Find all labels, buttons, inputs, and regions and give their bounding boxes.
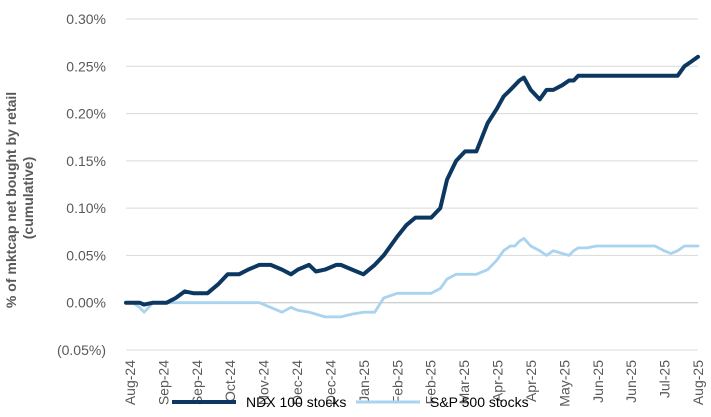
- x-tick-label: Jun-25: [623, 360, 639, 403]
- x-tick-label: Sep-24: [155, 360, 171, 405]
- x-tick-label: Jul-25: [657, 360, 673, 398]
- x-axis-ticks: Aug-24 Sep-24 Sep-24 Oct-24 Nov-24 Dec-24 Dec-…: [122, 360, 706, 407]
- y-axis-ticks: (0.05%) 0.00% 0.05% 0.10% 0.15% 0.20% 0.25% 0.3…: [57, 11, 106, 358]
- y-tick-label: 0.10%: [66, 200, 106, 216]
- y-tick-label: 0.15%: [66, 153, 106, 169]
- legend: NDX 100 stocks S&P 500 stocks: [172, 394, 529, 410]
- x-tick-label: Sep-24: [189, 360, 205, 405]
- y-tick-label: 0.05%: [66, 247, 106, 263]
- y-tick-label: 0.00%: [66, 295, 106, 311]
- x-tick-label: May-25: [556, 360, 572, 407]
- y-tick-label: 0.20%: [66, 106, 106, 122]
- x-tick-label: Oct-24: [222, 360, 238, 402]
- y-axis-label-line-2: (cumulative): [20, 157, 36, 239]
- x-tick-label: Aug-24: [122, 360, 138, 405]
- legend-label: S&P 500 stocks: [430, 394, 529, 410]
- x-tick-label: Jun-25: [590, 360, 606, 403]
- x-tick-label: Apr-25: [490, 360, 506, 402]
- series-line-sp-500: [124, 236, 700, 319]
- x-tick-label: Apr-25: [523, 360, 539, 402]
- y-axis-label: % of mktcap net bought by retail (cumula…: [3, 88, 36, 308]
- y-tick-label: 0.25%: [66, 58, 106, 74]
- y-tick-label: (0.05%): [57, 342, 106, 358]
- series-lines: [124, 54, 700, 319]
- y-tick-label: 0.30%: [66, 11, 106, 27]
- x-tick-label: Mar-25: [456, 360, 472, 405]
- gridlines: [126, 18, 698, 351]
- x-tick-label: Feb-25: [389, 360, 405, 405]
- y-axis-label-line-1: % of mktcap net bought by retail: [3, 92, 19, 308]
- x-tick-label: Aug-25: [690, 360, 706, 405]
- x-tick-label: Nov-24: [256, 360, 272, 405]
- x-tick-label: Feb-25: [423, 360, 439, 405]
- series-line-ndx-100: [124, 54, 700, 307]
- x-tick-label: Dec-24: [289, 360, 305, 405]
- x-tick-label: Jan-25: [356, 360, 372, 403]
- x-tick-label: Dec-24: [322, 360, 338, 405]
- legend-label: NDX 100 stocks: [246, 394, 346, 410]
